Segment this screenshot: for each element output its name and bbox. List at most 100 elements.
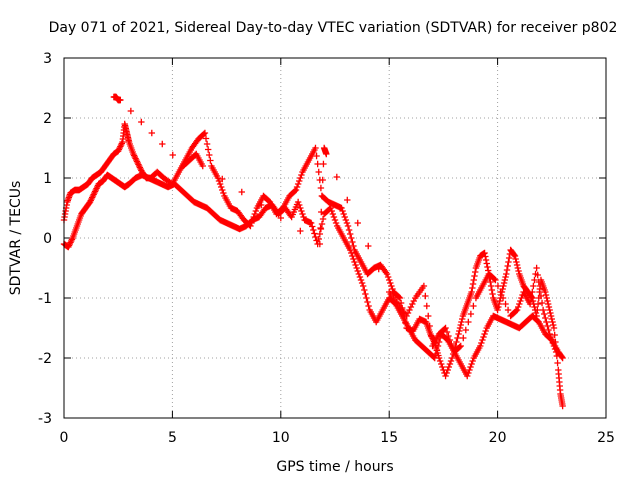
data-point (546, 306, 553, 314)
data-point (492, 276, 499, 284)
data-point (433, 346, 441, 354)
data-point (494, 282, 502, 290)
data-point (294, 180, 302, 188)
data-point (277, 214, 284, 222)
data-point (343, 219, 351, 227)
data-point (365, 302, 372, 310)
data-point (538, 299, 546, 307)
data-point (543, 318, 550, 326)
data-point (551, 331, 558, 339)
y-tick-label: 3 (43, 51, 52, 67)
data-point (485, 267, 492, 274)
data-point (529, 288, 536, 296)
data-point (207, 157, 214, 164)
data-point (517, 297, 524, 305)
data-point (513, 261, 521, 269)
data-point (317, 224, 324, 232)
data-point (387, 279, 394, 287)
data-point (431, 354, 438, 362)
data-point (484, 263, 491, 271)
data-point (214, 174, 222, 182)
data-point (551, 345, 559, 353)
data-point (545, 326, 552, 334)
x-tick-label: 20 (489, 430, 507, 446)
data-point (482, 253, 489, 260)
data-point (471, 268, 479, 276)
x-tick-label: 15 (380, 430, 398, 446)
data-point (427, 332, 435, 340)
data-marks-layer (60, 93, 566, 410)
data-point (339, 207, 346, 215)
data-point (117, 96, 124, 104)
x-tick-label: 25 (597, 430, 615, 446)
data-point (505, 254, 513, 262)
data-point (407, 303, 415, 311)
data-point (458, 315, 466, 323)
data-point (502, 300, 509, 308)
data-point (389, 285, 396, 293)
data-point (297, 227, 304, 235)
data-point (346, 230, 354, 238)
data-point (448, 340, 455, 348)
data-point (422, 292, 429, 300)
data-point (383, 270, 391, 278)
data-point (541, 310, 548, 318)
data-point (357, 276, 365, 284)
data-point (349, 238, 356, 246)
data-point (460, 334, 467, 342)
data-point (514, 303, 522, 311)
data-point (494, 306, 501, 314)
data-point (505, 258, 512, 266)
data-point (504, 306, 512, 314)
data-point (503, 270, 510, 278)
data-point (470, 276, 477, 284)
data-point (219, 186, 226, 194)
data-point (456, 324, 464, 332)
data-point (513, 306, 521, 314)
data-point (500, 282, 507, 290)
data-point (543, 294, 550, 302)
data-point (478, 339, 485, 347)
data-point (316, 240, 324, 248)
data-point (297, 174, 304, 182)
data-point (550, 321, 557, 329)
data-point (528, 294, 535, 302)
data-point (340, 210, 347, 218)
data-point (495, 300, 503, 308)
data-point (444, 366, 451, 374)
x-tick-label: 0 (60, 430, 69, 446)
data-point (483, 260, 490, 267)
data-point (549, 318, 556, 326)
data-point (352, 261, 359, 269)
data-point (534, 271, 541, 279)
data-point (445, 363, 453, 371)
data-point (518, 294, 525, 302)
data-point (453, 338, 460, 346)
data-point (532, 309, 540, 317)
data-point (319, 176, 326, 184)
data-point (384, 273, 392, 281)
data-point (425, 312, 432, 320)
data-point (332, 219, 340, 227)
data-point (342, 216, 350, 224)
y-tick-label: 0 (43, 231, 52, 247)
data-point (536, 285, 544, 293)
data-point (300, 213, 307, 221)
data-point (307, 219, 315, 227)
data-point (358, 279, 366, 287)
data-point (531, 276, 538, 284)
data-point (512, 255, 519, 263)
data-point (220, 189, 227, 197)
data-point (547, 309, 554, 317)
data-point (516, 300, 523, 308)
data-point (203, 140, 211, 148)
data-point (458, 318, 465, 326)
data-point (467, 363, 474, 371)
data-point (481, 330, 488, 338)
data-point (291, 187, 299, 195)
data-point (315, 235, 322, 243)
data-point (318, 192, 326, 200)
data-point (537, 292, 545, 300)
data-point (548, 315, 555, 323)
